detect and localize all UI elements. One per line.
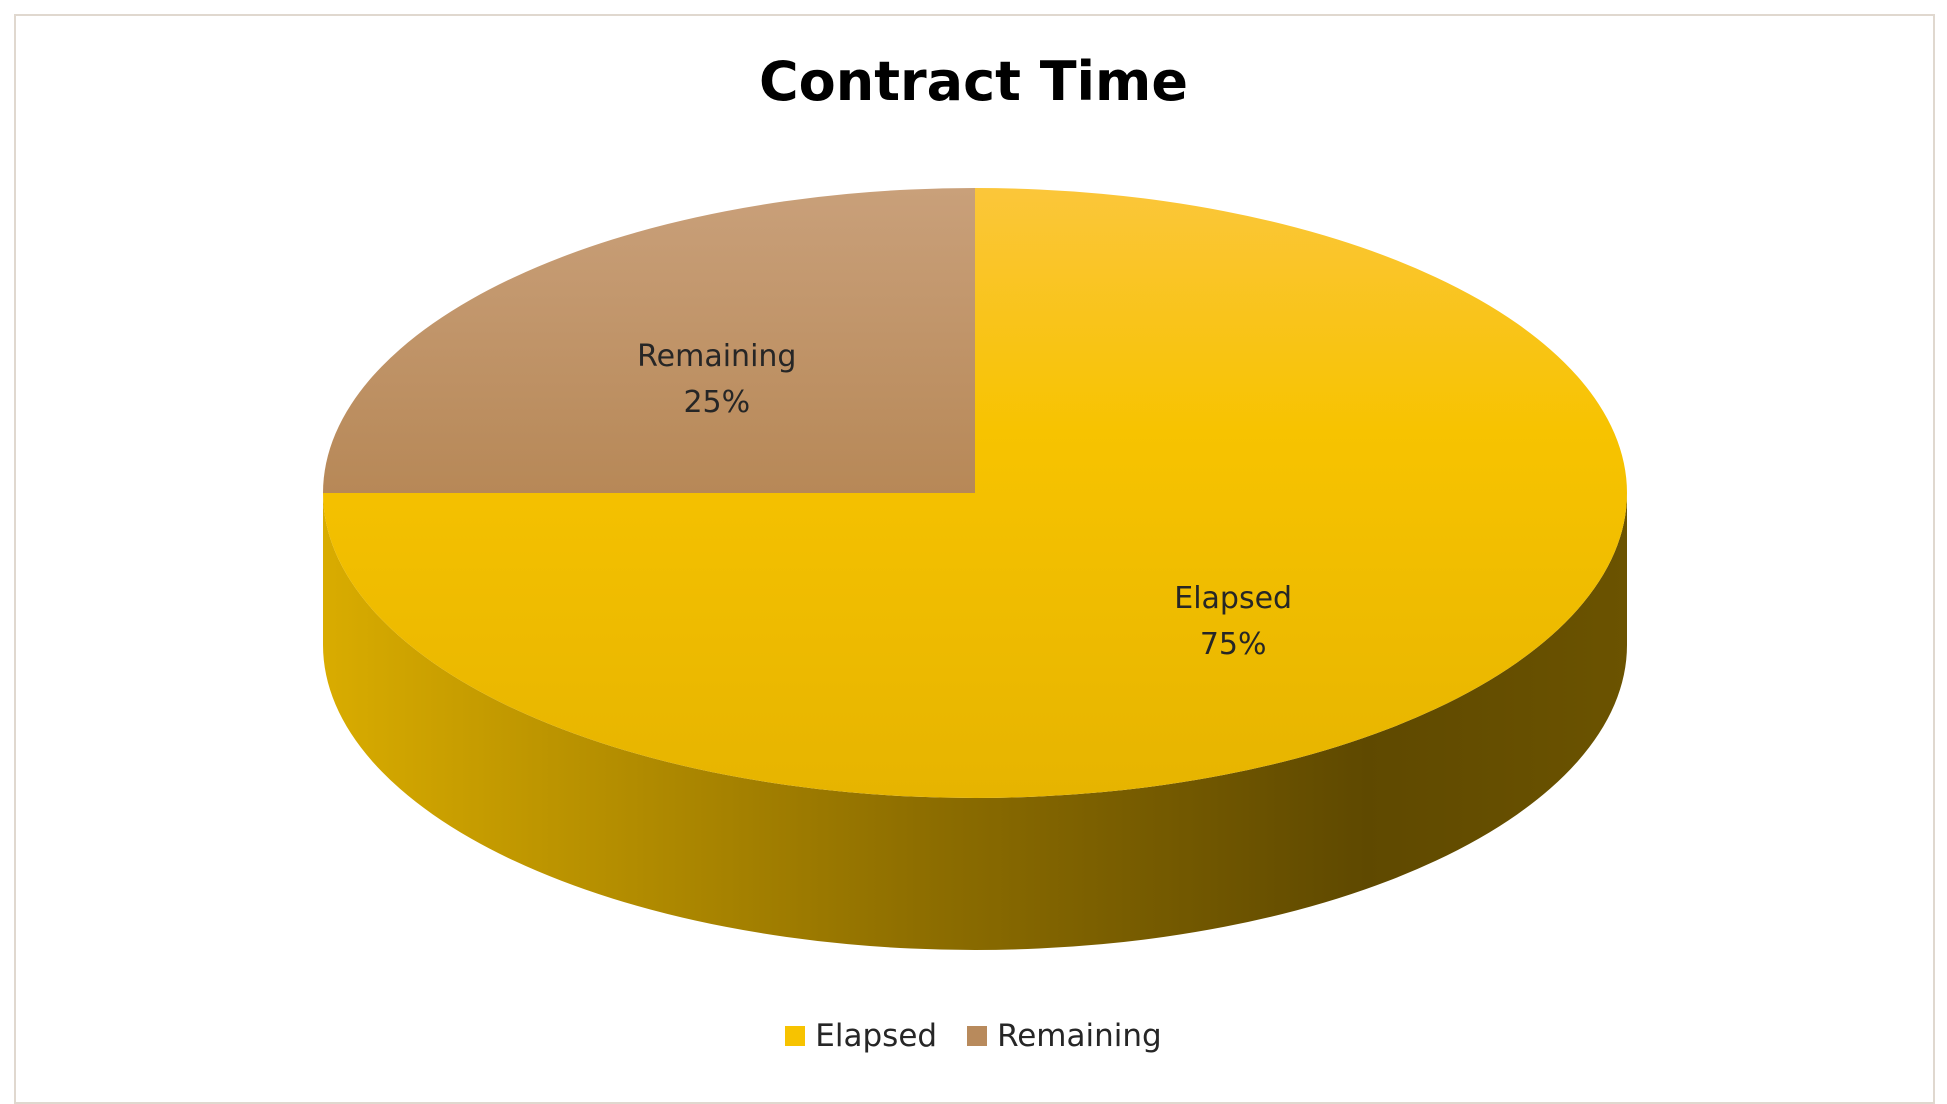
data-label-elapsed-value: 75% (1200, 627, 1267, 662)
legend-item-elapsed[interactable]: Elapsed (785, 1018, 937, 1054)
chart-title: Contract Time (759, 50, 1188, 113)
data-label-remaining-value: 25% (683, 385, 750, 420)
data-label-remaining-name: Remaining (637, 339, 796, 374)
legend: Elapsed Remaining (0, 1018, 1947, 1054)
legend-label-elapsed: Elapsed (815, 1018, 938, 1054)
legend-swatch-elapsed (785, 1026, 806, 1046)
legend-swatch-remaining (967, 1026, 988, 1046)
pie-slice-remaining[interactable] (323, 188, 975, 493)
data-label-elapsed-name: Elapsed (1174, 581, 1292, 616)
pie-side-elapsed (323, 493, 1627, 950)
legend-item-remaining[interactable]: Remaining (967, 1018, 1162, 1054)
legend-label-remaining: Remaining (997, 1018, 1162, 1054)
